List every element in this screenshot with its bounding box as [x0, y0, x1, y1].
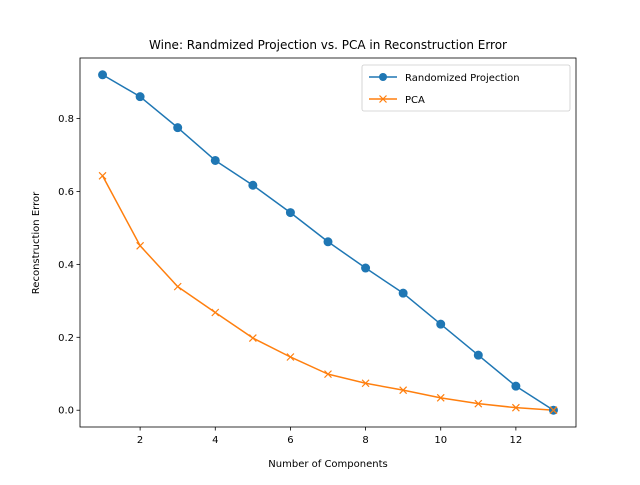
data-point-series-0	[135, 92, 145, 102]
y-tick-label: 0.0	[58, 406, 74, 417]
data-point-series-1	[511, 403, 520, 412]
data-point-series-1	[474, 399, 483, 408]
x-marker-stroke	[436, 393, 445, 402]
x-marker-stroke	[511, 403, 520, 412]
x-marker-stroke	[211, 308, 220, 317]
x-marker-stroke	[98, 171, 107, 180]
x-marker-stroke	[474, 399, 483, 408]
x-marker-stroke	[399, 386, 408, 395]
data-point-series-0	[323, 237, 333, 247]
x-tick-label: 6	[287, 435, 293, 446]
x-marker-stroke	[286, 353, 295, 361]
data-point-series-1	[136, 241, 145, 250]
chart-title: Wine: Randmized Projection vs. PCA in Re…	[149, 38, 507, 52]
data-point-series-0	[473, 350, 483, 360]
x-marker-stroke	[549, 406, 558, 415]
x-marker-stroke	[136, 241, 145, 250]
legend-swatch-marker-0	[379, 73, 387, 81]
data-point-series-1	[399, 386, 408, 395]
y-tick-label: 0.4	[58, 260, 74, 271]
data-point-series-0	[210, 155, 220, 165]
x-tick-label: 10	[434, 435, 447, 446]
x-tick-label: 8	[362, 435, 368, 446]
data-point-series-0	[436, 319, 446, 329]
data-point-series-0	[361, 263, 371, 273]
y-tick-label: 0.6	[58, 187, 74, 198]
legend-label-0: Randomized Projection	[405, 73, 520, 84]
data-point-series-1	[286, 353, 295, 361]
legend-box	[361, 64, 571, 112]
y-tick-label: 0.2	[58, 333, 74, 344]
legend-swatch-marker-1	[379, 95, 387, 103]
data-point-series-0	[398, 288, 408, 298]
data-point-series-1	[436, 393, 445, 402]
data-point-series-0	[511, 381, 521, 391]
data-point-series-1	[248, 334, 257, 342]
legend-label-1: PCA	[405, 95, 425, 106]
data-point-series-1	[211, 308, 220, 317]
data-point-series-1	[324, 370, 332, 379]
legend: Randomized Projection PCA	[361, 64, 571, 112]
data-point-series-1	[549, 406, 558, 415]
plot-area: 2 4 6 8 10 12 0.0 0.2 0.4 0.6 0.8 Randomized Projec…	[58, 57, 577, 446]
x-marker-stroke	[248, 334, 257, 342]
x-tick-label: 12	[510, 435, 523, 446]
x-marker-stroke	[361, 379, 370, 388]
axes-frame	[79, 57, 577, 428]
y-tick-label: 0.8	[58, 114, 74, 125]
x-marker-stroke	[324, 370, 332, 379]
x-tick-label: 2	[137, 435, 143, 446]
data-point-series-0	[98, 70, 108, 80]
data-point-series-1	[98, 171, 107, 180]
y-axis-label: Reconstruction Error	[31, 191, 42, 294]
x-axis-label: Number of Components	[268, 459, 387, 470]
x-marker-stroke	[173, 282, 182, 291]
data-point-series-0	[248, 180, 258, 190]
data-point-series-0	[173, 123, 183, 133]
x-tick-label: 4	[212, 435, 218, 446]
data-point-series-1	[361, 379, 370, 388]
data-point-series-1	[173, 282, 182, 291]
data-point-series-0	[285, 208, 295, 218]
